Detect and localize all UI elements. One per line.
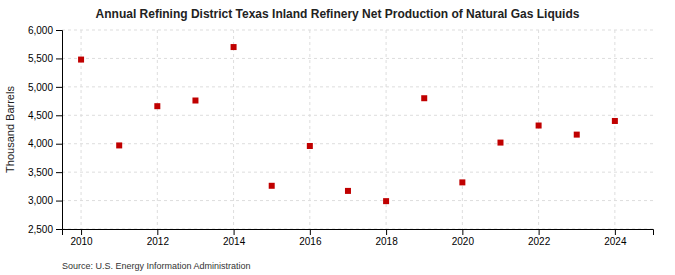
y-tick-mark	[56, 144, 62, 145]
point	[574, 132, 580, 138]
point	[231, 44, 237, 50]
x-tick: 2018	[375, 229, 398, 247]
grid-line-x	[614, 30, 615, 229]
y-tick-label: 4,500	[28, 110, 53, 121]
y-tick-label: 6,000	[28, 25, 53, 36]
point	[459, 179, 465, 185]
x-tick-mark	[462, 229, 463, 235]
grid-line-x	[157, 30, 158, 229]
grid-line-x	[462, 30, 463, 229]
y-tick-label: 5,000	[28, 82, 53, 93]
y-tick-mark	[56, 172, 62, 173]
x-tick: 2010	[70, 229, 93, 247]
grid	[62, 30, 653, 229]
y-tick: 5,000	[28, 82, 62, 93]
point	[383, 198, 389, 204]
point	[116, 142, 122, 148]
point	[192, 98, 198, 104]
title: Annual Refining District Texas Inland Re…	[96, 7, 580, 21]
y-axis-title: Thousand Barrels	[4, 86, 16, 173]
point	[536, 123, 542, 129]
point	[307, 143, 313, 149]
y-tick-mark	[56, 201, 62, 202]
point	[154, 103, 160, 109]
x-tick-mark	[310, 229, 311, 235]
grid-line-y	[62, 172, 653, 173]
source: Source: U.S. Energy Information Administ…	[62, 261, 251, 271]
x-tick-label: 2012	[147, 236, 170, 247]
x-tick-mark	[386, 229, 387, 235]
point	[421, 95, 427, 101]
x-tick-mark	[615, 229, 616, 235]
x-tick: 2022	[528, 229, 551, 247]
plot: 2010 2012 2014 2016 2018 2020 2022 2024 2,500 3,0…	[28, 25, 654, 247]
y-tick-label: 2,500	[28, 224, 53, 235]
point	[345, 188, 351, 194]
y-tick-label: 3,500	[28, 167, 53, 178]
x-tick-mark	[81, 229, 82, 235]
y-tick-label: 4,000	[28, 138, 53, 149]
x-tick-label: 2014	[223, 236, 246, 247]
y-tick-mark	[56, 58, 62, 59]
grid-line-x	[538, 30, 539, 229]
x-tick: 2014	[223, 229, 246, 247]
x-tick-mark	[539, 229, 540, 235]
y-axis: 2,500 3,000 3,500 4,000 4,500 5,000 5,500 6,000	[28, 25, 63, 235]
y-axis-line	[56, 31, 63, 230]
grid-line-y	[62, 58, 653, 59]
point	[497, 140, 503, 146]
chart: 2010 2012 2014 2016 2018 2020 2022 2024 2,500 3,0…	[0, 0, 675, 275]
y-tick: 6,000	[28, 25, 62, 36]
grid-line-y	[62, 143, 653, 144]
grid-line-x	[309, 30, 310, 229]
x-tick-label: 2020	[452, 236, 475, 247]
x-tick-mark	[234, 229, 235, 235]
x-axis-line	[63, 230, 654, 236]
x-tick-label: 2010	[70, 236, 93, 247]
grid-line-y	[62, 86, 653, 87]
y-tick: 5,500	[28, 53, 62, 64]
grid-line-x	[233, 30, 234, 229]
point	[612, 118, 618, 124]
y-tick: 2,500	[28, 224, 62, 235]
grid-line-y	[62, 30, 653, 31]
x-tick: 2020	[452, 229, 475, 247]
grid-line-y	[62, 200, 653, 201]
y-tick-label: 3,000	[28, 195, 53, 206]
y-tick: 4,500	[28, 110, 62, 121]
y-tick: 3,000	[28, 195, 62, 206]
x-tick-label: 2022	[528, 236, 551, 247]
x-tick: 2016	[299, 229, 322, 247]
points	[78, 44, 618, 204]
y-tick: 4,000	[28, 138, 62, 149]
y-tick: 3,500	[28, 167, 62, 178]
x-tick-mark	[157, 229, 158, 235]
x-axis: 2010 2012 2014 2016 2018 2020 2022 2024	[63, 229, 654, 247]
x-tick-label: 2024	[604, 236, 627, 247]
point	[78, 57, 84, 63]
y-tick-label: 5,500	[28, 53, 53, 64]
x-tick: 2024	[604, 229, 627, 247]
point	[269, 183, 275, 189]
x-tick-label: 2018	[375, 236, 398, 247]
x-tick: 2012	[147, 229, 170, 247]
y-tick-mark	[56, 30, 62, 31]
grid-line-y	[62, 115, 653, 116]
y-tick-mark	[56, 229, 62, 230]
y-tick-mark	[56, 87, 62, 88]
x-tick-label: 2016	[299, 236, 322, 247]
y-tick-mark	[56, 115, 62, 116]
